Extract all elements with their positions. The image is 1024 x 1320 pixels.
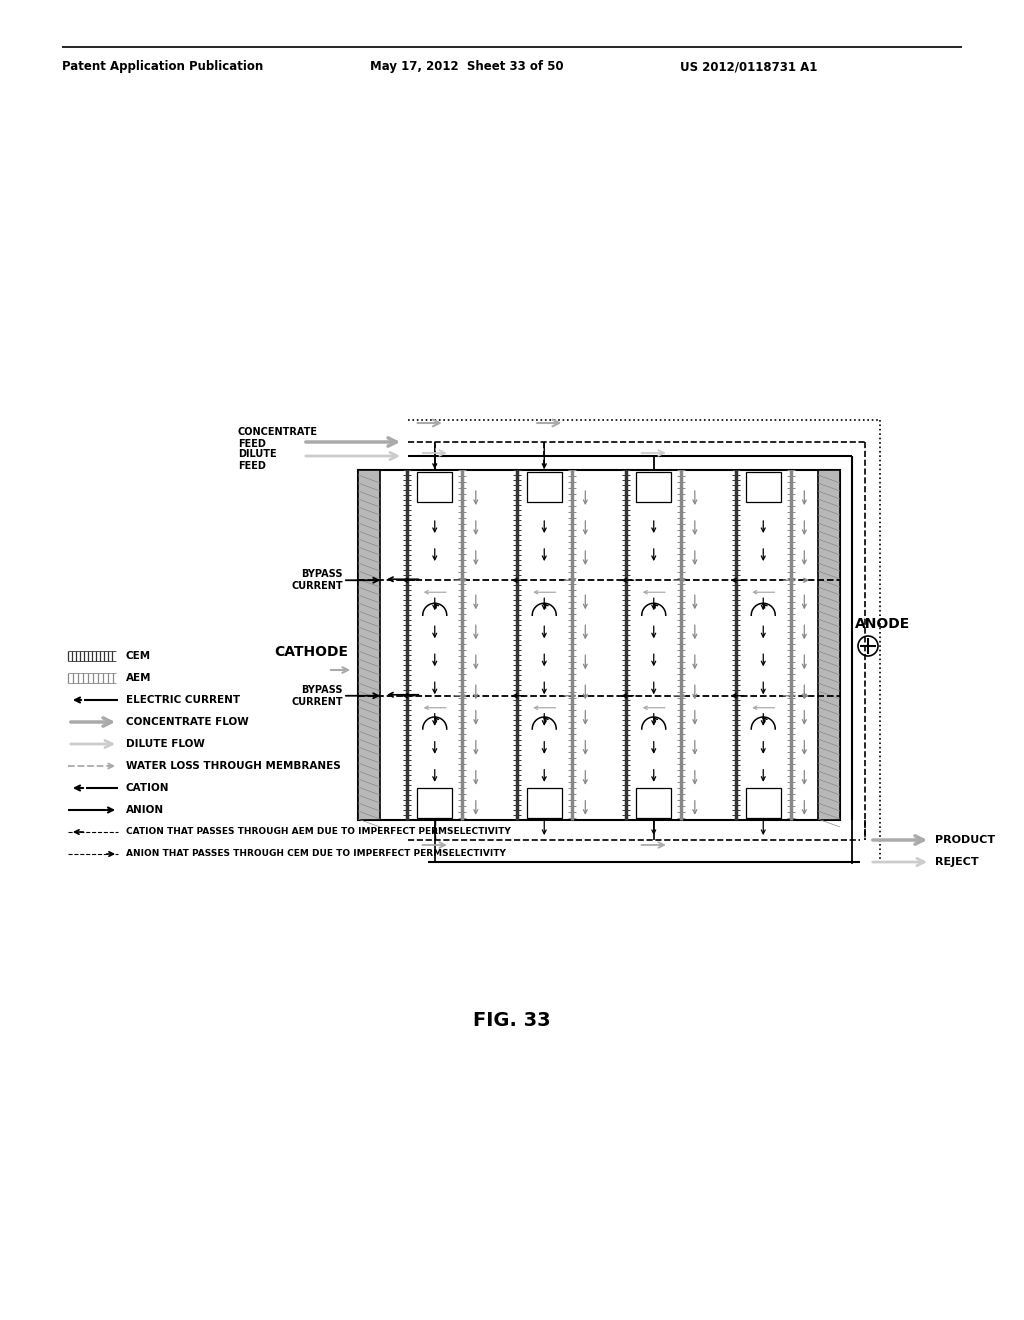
Bar <box>358 470 840 820</box>
Bar <box>636 473 672 502</box>
Bar <box>745 473 780 502</box>
Text: WATER LOSS THROUGH MEMBRANES: WATER LOSS THROUGH MEMBRANES <box>126 762 341 771</box>
Text: ANION: ANION <box>126 805 164 814</box>
Bar <box>526 788 562 818</box>
Text: ANION THAT PASSES THROUGH CEM DUE TO IMPERFECT PERMSELECTIVITY: ANION THAT PASSES THROUGH CEM DUE TO IMP… <box>126 850 506 858</box>
Text: CATION THAT PASSES THROUGH AEM DUE TO IMPERFECT PERMSELECTIVITY: CATION THAT PASSES THROUGH AEM DUE TO IM… <box>126 828 511 837</box>
Text: ANODE: ANODE <box>855 616 910 631</box>
Bar <box>818 470 840 820</box>
Bar <box>417 788 453 818</box>
Text: BYPASS
CURRENT: BYPASS CURRENT <box>292 569 343 591</box>
Text: DILUTE FLOW: DILUTE FLOW <box>126 739 205 748</box>
Bar <box>636 788 672 818</box>
Text: AEM: AEM <box>126 673 152 682</box>
Bar <box>526 473 562 502</box>
Text: ELECTRIC CURRENT: ELECTRIC CURRENT <box>126 696 240 705</box>
Bar <box>417 473 453 502</box>
Text: Patent Application Publication: Patent Application Publication <box>62 59 263 73</box>
Text: PRODUCT: PRODUCT <box>935 836 995 845</box>
Bar <box>745 788 780 818</box>
Text: BYPASS
CURRENT: BYPASS CURRENT <box>292 685 343 706</box>
Text: REJECT: REJECT <box>935 857 979 867</box>
Text: DILUTE
FEED: DILUTE FEED <box>238 449 276 471</box>
Text: CEM: CEM <box>126 651 152 661</box>
Text: CONCENTRATE
FEED: CONCENTRATE FEED <box>238 428 318 449</box>
Bar <box>358 470 380 820</box>
Text: CONCENTRATE FLOW: CONCENTRATE FLOW <box>126 717 249 727</box>
Text: CATHODE: CATHODE <box>274 645 348 659</box>
Text: May 17, 2012  Sheet 33 of 50: May 17, 2012 Sheet 33 of 50 <box>370 59 563 73</box>
Text: US 2012/0118731 A1: US 2012/0118731 A1 <box>680 59 817 73</box>
Text: CATION: CATION <box>126 783 170 793</box>
Text: FIG. 33: FIG. 33 <box>473 1011 551 1030</box>
